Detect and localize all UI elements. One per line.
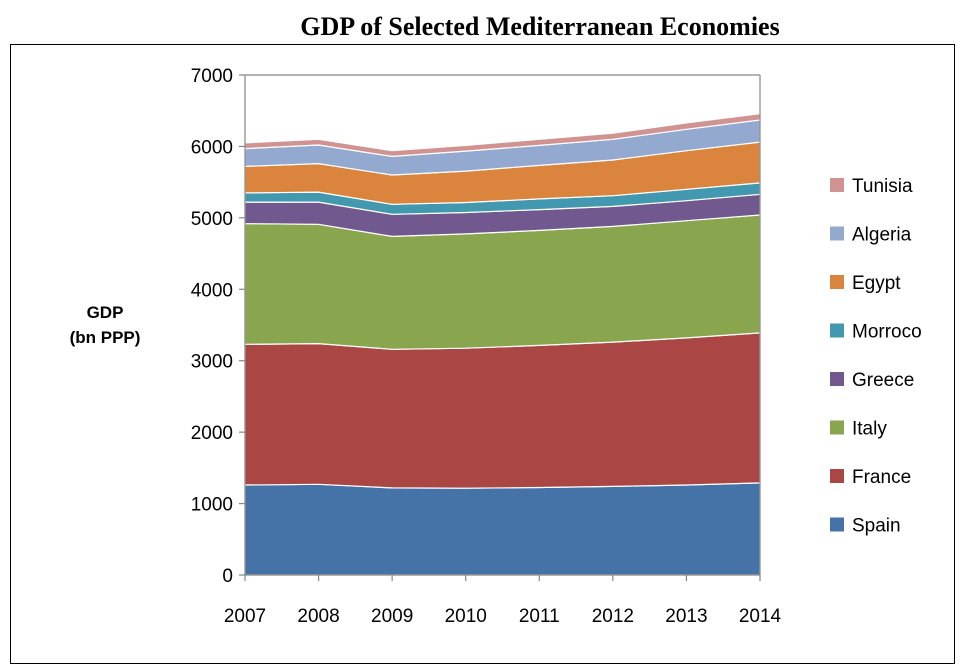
legend-label-italy: Italy xyxy=(852,419,887,440)
area-spain xyxy=(244,482,761,576)
legend-label-egypt: Egypt xyxy=(852,273,901,294)
legend-label-algeria: Algeria xyxy=(852,225,912,246)
legend-label-spain: Spain xyxy=(852,516,901,537)
x-tick-label: 2012 xyxy=(592,606,634,627)
legend-swatch-italy xyxy=(830,420,844,435)
y-axis-label-line2: (bn PPP) xyxy=(69,328,141,347)
y-axis-label-line1: GDP xyxy=(86,303,124,322)
y-tick-label: 2000 xyxy=(191,423,233,444)
y-tick-label: 7000 xyxy=(191,66,233,87)
area-france xyxy=(244,332,761,489)
y-tick-label: 0 xyxy=(222,566,233,587)
legend-label-greece: Greece xyxy=(852,370,914,391)
legend-swatch-tunisia xyxy=(830,178,844,192)
x-tick-label: 2010 xyxy=(445,606,487,627)
legend-label-morroco: Morroco xyxy=(852,322,922,343)
y-axis-label: GDP (bn PPP) xyxy=(50,300,160,350)
legend-swatch-morroco xyxy=(830,323,844,338)
legend-swatch-france xyxy=(830,469,844,483)
y-tick-label: 4000 xyxy=(191,280,233,301)
legend-swatch-greece xyxy=(830,372,844,386)
x-tick-label: 2007 xyxy=(224,606,266,627)
chart-title: GDP of Selected Mediterranean Economies xyxy=(300,12,780,41)
y-tick-label: 5000 xyxy=(191,209,233,230)
legend-swatch-egypt xyxy=(830,275,844,289)
x-tick-label: 2014 xyxy=(739,606,782,627)
x-tick-label: 2008 xyxy=(297,606,339,627)
area-italy xyxy=(244,214,761,350)
legend-swatch-spain xyxy=(830,517,844,532)
y-tick-label: 6000 xyxy=(191,137,233,158)
y-tick-label: 3000 xyxy=(191,352,233,373)
legend-label-tunisia: Tunisia xyxy=(852,176,913,197)
legend-swatch-algeria xyxy=(830,226,844,241)
x-tick-label: 2013 xyxy=(665,606,707,627)
legend-label-france: France xyxy=(852,467,911,488)
x-tick-label: 2009 xyxy=(371,606,413,627)
x-tick-label: 2011 xyxy=(519,606,560,627)
y-tick-label: 1000 xyxy=(191,495,233,516)
